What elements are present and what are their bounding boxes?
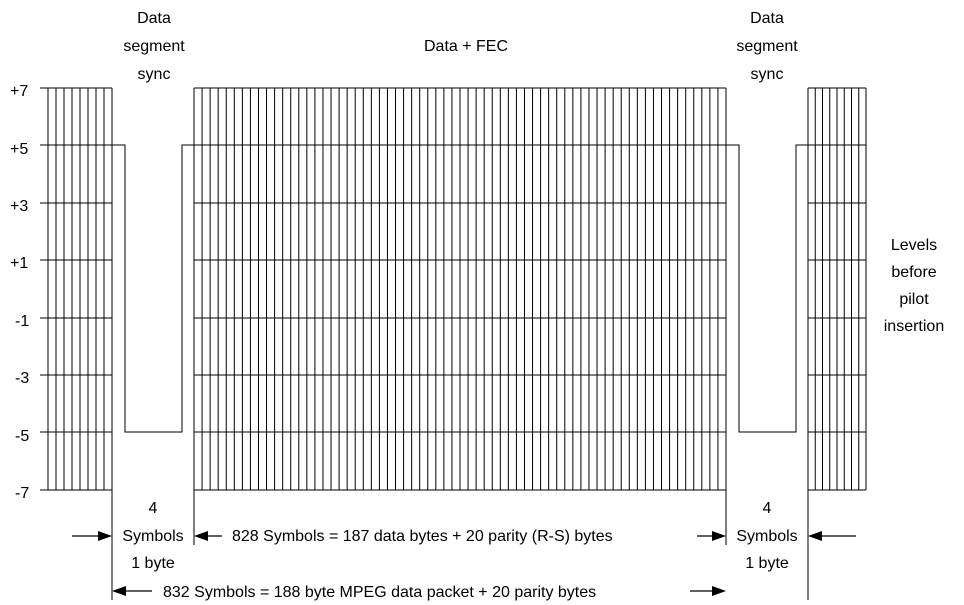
arrow-head-right-icon [712, 586, 726, 596]
side-label-line: insertion [884, 318, 944, 335]
right-sync-header-line-3: sync [751, 66, 784, 83]
side-label-line: Levels [891, 237, 937, 254]
data-span-annotation: 828 Symbols = 187 data bytes + 20 parity… [194, 528, 726, 545]
level-label: +5 [10, 141, 28, 158]
left-sync-header-line-1: Data [137, 10, 171, 27]
left-sync-pulse [112, 144, 194, 433]
left-sync-header-line-3: sync [138, 66, 171, 83]
left-sync-width-annotation: 4 Symbols 1 byte [72, 500, 184, 572]
arrow-head-right-icon [98, 531, 112, 541]
right-sync-header: Data segment sync [736, 10, 798, 83]
right-sync-pulse [726, 144, 808, 433]
side-label-line: before [891, 264, 936, 281]
arrow-head-left-icon [112, 586, 126, 596]
level-label: -7 [15, 485, 29, 502]
right-sync-width-annotation: 4 Symbols 1 byte [736, 500, 856, 572]
level-label: +7 [10, 83, 28, 100]
level-label: -3 [15, 370, 29, 387]
level-label: -5 [15, 428, 29, 445]
right-sync-count: 4 [763, 500, 772, 517]
packet-span-annotation: 832 Symbols = 188 byte MPEG data packet … [112, 584, 726, 601]
arrow-head-left-icon [194, 531, 208, 541]
right-sync-bytes: 1 byte [745, 555, 789, 572]
boundary-lines [111, 490, 809, 600]
left-sync-bytes: 1 byte [131, 555, 175, 572]
left-sync-count: 4 [149, 500, 158, 517]
level-label: +1 [10, 255, 28, 272]
arrow-head-right-icon [712, 531, 726, 541]
right-sync-header-line-1: Data [750, 10, 784, 27]
packet-span-text: 832 Symbols = 188 byte MPEG data packet … [163, 584, 596, 601]
data-fec-header: Data + FEC [424, 38, 508, 55]
arrow-head-left-icon [808, 531, 822, 541]
center-data-grid [193, 87, 727, 491]
level-label: -1 [15, 313, 29, 330]
right-sync-header-line-2: segment [736, 38, 798, 55]
levels-side-label: Levels before pilot insertion [884, 237, 944, 335]
left-sync-symbols: Symbols [122, 528, 183, 545]
data-span-text: 828 Symbols = 187 data bytes + 20 parity… [232, 528, 613, 545]
level-axis: +7 +5 +3 +1 -1 -3 -5 -7 [10, 83, 29, 502]
left-sync-header-line-2: segment [123, 38, 185, 55]
level-label: +3 [10, 198, 28, 215]
left-data-grid [40, 87, 113, 491]
side-label-line: pilot [899, 291, 929, 308]
right-sync-symbols: Symbols [736, 528, 797, 545]
right-data-grid [807, 87, 867, 491]
left-sync-header: Data segment sync [123, 10, 185, 83]
